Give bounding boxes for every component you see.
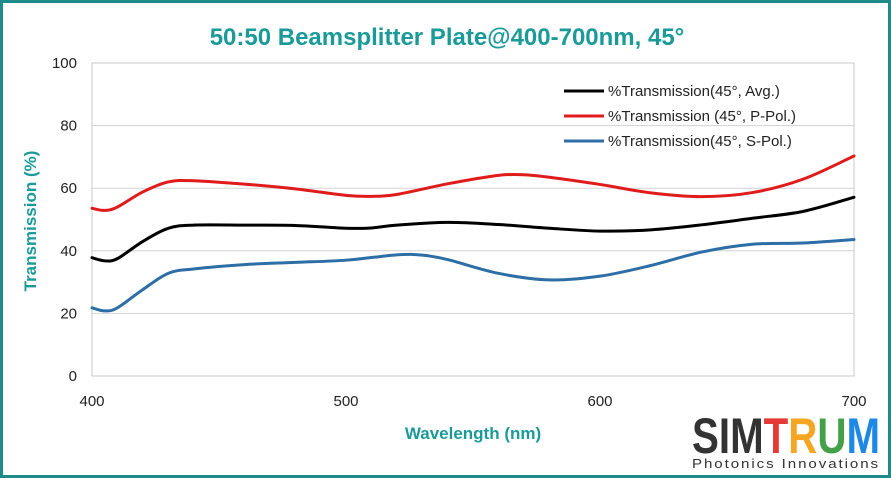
series-avg-line bbox=[90, 195, 856, 263]
logo-letter: I bbox=[719, 408, 730, 464]
y-tick-labels: 0 20 40 60 80 100 bbox=[52, 55, 77, 385]
logo-letter: R bbox=[788, 408, 817, 464]
y-axis-label: Transmission (%) bbox=[21, 151, 40, 292]
series-p-pol-line bbox=[90, 154, 856, 212]
logo-letter: U bbox=[817, 408, 846, 464]
legend-label: %Transmission(45°, S-Pol.) bbox=[608, 133, 792, 150]
y-tick-label: 60 bbox=[60, 180, 77, 197]
x-tick-label: 400 bbox=[79, 393, 104, 410]
legend-item-s-pol: %Transmission(45°, S-Pol.) bbox=[564, 133, 792, 150]
x-tick-label: 500 bbox=[333, 393, 358, 410]
legend-item-p-pol: %Transmission (45°, P-Pol.) bbox=[564, 108, 796, 125]
y-tick-label: 100 bbox=[52, 55, 77, 72]
series-lines bbox=[90, 154, 856, 313]
x-axis-label: Wavelength (nm) bbox=[405, 424, 541, 443]
x-tick-label: 700 bbox=[841, 393, 866, 410]
y-tick-label: 80 bbox=[60, 118, 77, 135]
plot-area-frame bbox=[91, 62, 855, 377]
series-s-pol-line bbox=[90, 238, 856, 313]
logo-letter: M bbox=[730, 408, 764, 464]
logo-wordmark: SIMTRUM bbox=[692, 408, 880, 464]
y-tick-label: 40 bbox=[60, 243, 77, 260]
chart-title: 50:50 Beamsplitter Plate@400-700nm, 45° bbox=[210, 24, 685, 51]
logo-letter: M bbox=[846, 408, 880, 464]
y-tick-label: 20 bbox=[60, 305, 77, 322]
logo-letter: S bbox=[692, 408, 719, 464]
legend-item-avg: %Transmission(45°, Avg.) bbox=[564, 83, 780, 100]
x-tick-labels: 400 500 600 700 bbox=[79, 393, 866, 410]
gridlines bbox=[92, 125, 854, 314]
logo-tagline: Photonics Innovations bbox=[692, 457, 880, 471]
x-tick-label: 600 bbox=[587, 393, 612, 410]
simtrum-logo: SIMTRUM Photonics Innovations bbox=[692, 408, 880, 471]
y-tick-label: 0 bbox=[69, 368, 77, 385]
legend-label: %Transmission(45°, Avg.) bbox=[608, 83, 780, 100]
legend: %Transmission(45°, Avg.) %Transmission (4… bbox=[564, 83, 796, 150]
logo-letter: T bbox=[764, 408, 789, 464]
legend-label: %Transmission (45°, P-Pol.) bbox=[608, 108, 796, 125]
chart-svg: 50:50 Beamsplitter Plate@400-700nm, 45° … bbox=[21, 24, 880, 471]
